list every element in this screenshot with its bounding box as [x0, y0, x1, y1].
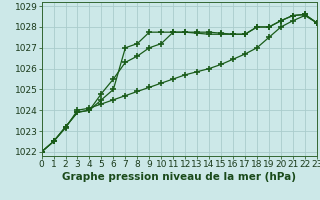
- X-axis label: Graphe pression niveau de la mer (hPa): Graphe pression niveau de la mer (hPa): [62, 172, 296, 182]
